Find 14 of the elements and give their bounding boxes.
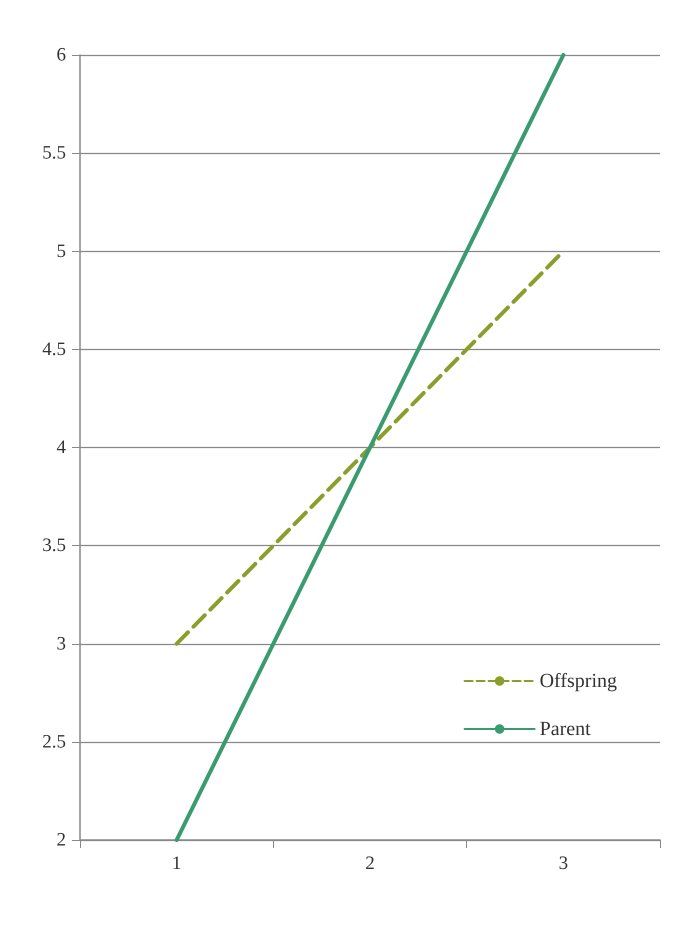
x-tick-label: 2 [365, 853, 375, 874]
x-tick-label: 3 [558, 853, 568, 874]
legend-label: Parent [540, 718, 592, 740]
y-tick-label: 4.5 [42, 338, 66, 360]
y-tick-label: 2.5 [42, 731, 66, 752]
x-tick-label: 1 [172, 853, 182, 874]
y-tick-label: 3 [56, 633, 66, 654]
y-tick-label: 5.5 [42, 142, 66, 164]
legend-label: Offspring [540, 670, 618, 692]
y-tick-label: 5 [56, 240, 66, 262]
y-tick-label: 4 [56, 437, 66, 458]
y-tick-label: 3.5 [42, 535, 66, 556]
y-tick-label: 6 [56, 44, 66, 66]
y-tick-label: 2 [56, 830, 66, 850]
